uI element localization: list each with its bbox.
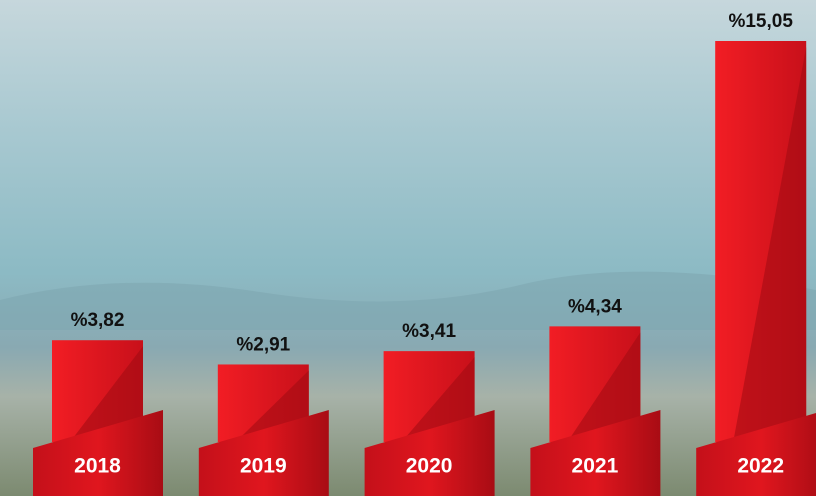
- x-tick-label: 2020: [406, 455, 453, 478]
- data-label: %3,82: [71, 310, 125, 331]
- data-label: %3,41: [402, 321, 456, 342]
- year-base: [364, 410, 495, 496]
- year-base: [696, 412, 816, 496]
- x-tick-label: 2018: [74, 455, 121, 478]
- year-base: [530, 410, 661, 496]
- data-label: %4,34: [568, 296, 622, 317]
- mountains: [0, 271, 816, 330]
- bar-shade: [401, 357, 475, 442]
- x-tick-label: 2022: [737, 455, 784, 478]
- year-base: [198, 410, 329, 496]
- year-base: [33, 410, 163, 496]
- data-label: %15,05: [728, 11, 793, 32]
- x-tick-label: 2019: [240, 455, 287, 478]
- data-label: %2,91: [236, 334, 290, 355]
- bar-shade: [70, 346, 143, 442]
- bar-shade: [733, 47, 807, 442]
- x-tick-label: 2021: [572, 455, 619, 478]
- bar-shade: [567, 332, 641, 442]
